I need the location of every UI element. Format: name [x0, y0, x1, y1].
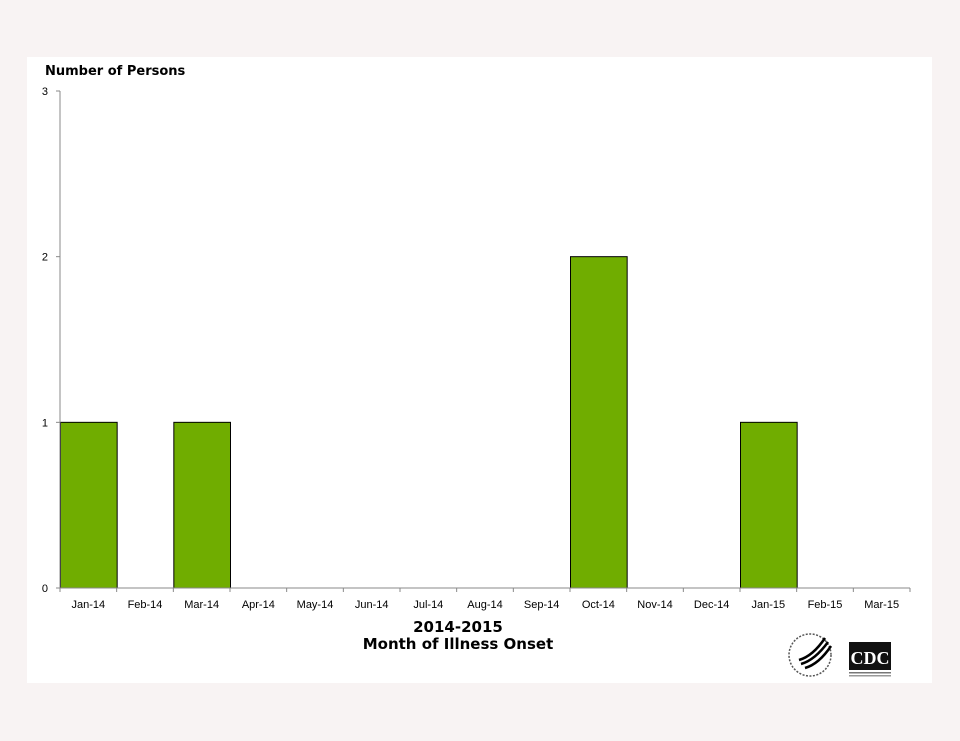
x-axis-title-line2: Month of Illness Onset — [362, 635, 554, 653]
svg-text:CDC: CDC — [851, 648, 890, 668]
x-tick-label: Feb-15 — [808, 599, 843, 611]
bar-Oct-14 — [570, 256, 628, 589]
bar-Jan-15 — [740, 421, 798, 589]
y-axis-title: Number of Persons — [45, 64, 186, 79]
x-tick-label: Feb-14 — [128, 599, 163, 611]
x-tick-label: Mar-15 — [864, 599, 899, 611]
x-tick-label: Nov-14 — [637, 599, 672, 611]
x-tick-label: Apr-14 — [242, 599, 275, 611]
x-tick-label: Dec-14 — [694, 599, 729, 611]
x-tick-label: Sep-14 — [524, 599, 559, 611]
logos: CDC — [788, 633, 891, 677]
x-tick-label: Mar-14 — [184, 599, 219, 611]
x-tick-label: May-14 — [297, 599, 334, 611]
y-tick-label: 0 — [42, 583, 48, 595]
y-tick-label: 3 — [42, 86, 48, 98]
x-tick-label: Jan-15 — [752, 599, 786, 611]
x-tick-label: Aug-14 — [467, 599, 502, 611]
y-tick-label: 2 — [42, 252, 48, 264]
y-tick-label: 1 — [42, 417, 48, 429]
hhs-logo-icon — [788, 633, 833, 677]
x-tick-label: Jul-14 — [413, 599, 443, 611]
bar-Mar-14 — [173, 421, 231, 589]
x-tick-label: Oct-14 — [582, 599, 615, 611]
cdc-logo-icon: CDC — [849, 642, 891, 677]
bar-Jan-14 — [60, 421, 118, 589]
x-axis-title-line1: 2014-2015 — [413, 618, 503, 636]
x-tick-label: Jun-14 — [355, 599, 389, 611]
x-tick-label: Jan-14 — [72, 599, 106, 611]
